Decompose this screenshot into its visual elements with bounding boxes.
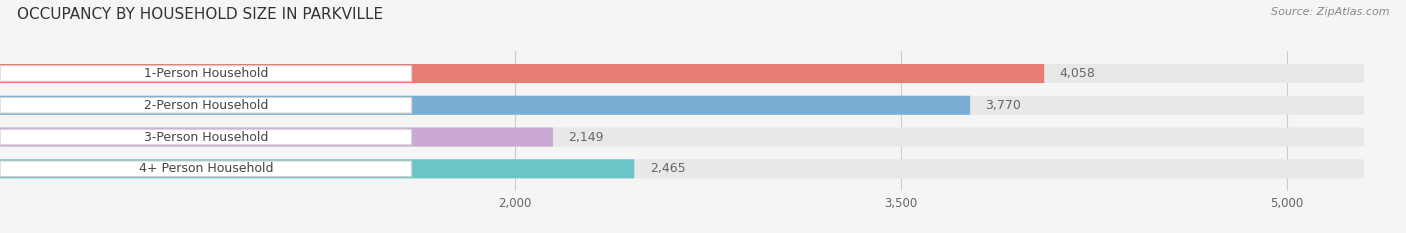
Text: 4+ Person Household: 4+ Person Household bbox=[139, 162, 273, 175]
FancyBboxPatch shape bbox=[0, 96, 970, 115]
Text: 3,770: 3,770 bbox=[986, 99, 1021, 112]
FancyBboxPatch shape bbox=[0, 97, 412, 113]
FancyBboxPatch shape bbox=[0, 96, 1364, 115]
FancyBboxPatch shape bbox=[0, 64, 1364, 83]
FancyBboxPatch shape bbox=[0, 161, 412, 177]
FancyBboxPatch shape bbox=[0, 127, 553, 147]
Text: Source: ZipAtlas.com: Source: ZipAtlas.com bbox=[1271, 7, 1389, 17]
FancyBboxPatch shape bbox=[0, 129, 412, 145]
FancyBboxPatch shape bbox=[0, 64, 1045, 83]
Text: 2-Person Household: 2-Person Household bbox=[143, 99, 269, 112]
FancyBboxPatch shape bbox=[0, 159, 1364, 178]
Text: 4,058: 4,058 bbox=[1060, 67, 1095, 80]
Text: 1-Person Household: 1-Person Household bbox=[143, 67, 269, 80]
FancyBboxPatch shape bbox=[0, 66, 412, 81]
FancyBboxPatch shape bbox=[0, 159, 634, 178]
Text: 3-Person Household: 3-Person Household bbox=[143, 130, 269, 144]
Text: 2,465: 2,465 bbox=[650, 162, 685, 175]
FancyBboxPatch shape bbox=[0, 127, 1364, 147]
Text: OCCUPANCY BY HOUSEHOLD SIZE IN PARKVILLE: OCCUPANCY BY HOUSEHOLD SIZE IN PARKVILLE bbox=[17, 7, 382, 22]
Text: 2,149: 2,149 bbox=[568, 130, 605, 144]
